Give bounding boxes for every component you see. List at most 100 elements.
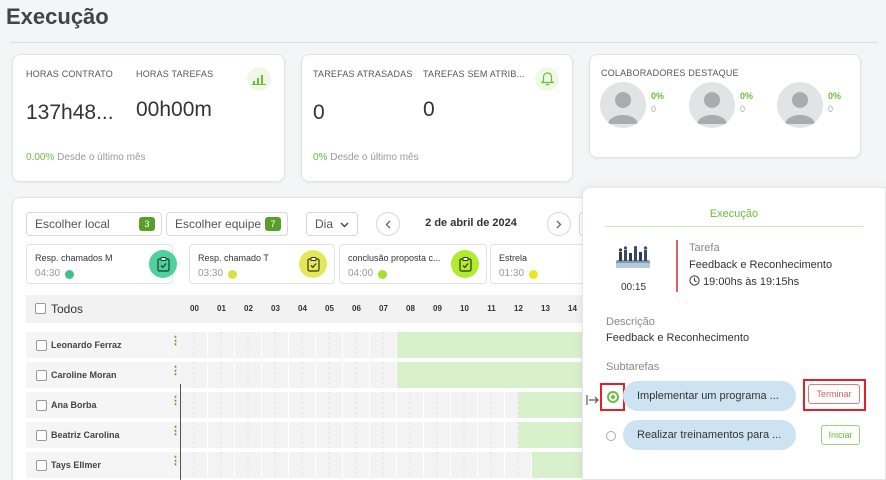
current-date: 2 de abril de 2024 (425, 217, 517, 229)
row-checkbox[interactable] (36, 370, 47, 381)
task-card-dot (65, 270, 74, 279)
timeline-cell (262, 362, 288, 388)
task-card-time: 04:00 (348, 268, 374, 279)
terminate-button[interactable]: Terminar (808, 384, 860, 404)
row-checkbox[interactable] (36, 460, 47, 471)
timeline-cell (424, 392, 450, 418)
team-filter-label: Escolher equipe (175, 217, 262, 231)
prev-date-button[interactable] (376, 212, 400, 236)
timeline-cell (208, 422, 234, 448)
task-name: Feedback e Reconhecimento (689, 259, 833, 271)
hours-change-text: Desde o último mês (57, 152, 146, 163)
clock-icon (689, 275, 700, 286)
timeline-cell (397, 392, 423, 418)
table-row[interactable]: Caroline Moran ⋮ (26, 362, 181, 388)
timeline-cell (370, 332, 396, 358)
bar-chart-icon (247, 67, 271, 91)
subtask-pill[interactable]: Realizar treinamentos para ... (623, 420, 796, 450)
collaborator-count: 0 (740, 104, 746, 114)
timeline-activity-fill[interactable] (397, 332, 612, 358)
hours-contract-label: HORAS CONTRATO (26, 69, 113, 79)
task-card[interactable]: Resp. chamado T 03:30 (189, 244, 335, 284)
hour-label: 13 (541, 304, 550, 313)
description-label: Descrição (606, 316, 655, 328)
collaborator-count: 0 (828, 104, 834, 114)
avatar (689, 82, 735, 128)
timeline-cell (451, 392, 477, 418)
task-label: Tarefa (689, 242, 720, 254)
more-options-icon[interactable]: ⋮ (170, 455, 181, 467)
hour-label: 10 (460, 304, 469, 313)
hour-label: 14 (568, 304, 577, 313)
timeline-cell (208, 362, 234, 388)
table-row[interactable]: Leonardo Ferraz ⋮ (26, 332, 181, 358)
table-row[interactable]: Ana Borba ⋮ (26, 392, 181, 418)
task-time-text: 19:00hs às 19:15hs (703, 276, 800, 288)
timeline-activity-fill[interactable] (397, 362, 612, 388)
more-options-icon[interactable]: ⋮ (170, 425, 181, 437)
local-filter[interactable]: Escolher local 3 (26, 212, 162, 236)
timeline-cell (235, 362, 261, 388)
task-accent-bar (676, 240, 678, 292)
late-tasks-value: 0 (313, 101, 325, 124)
timeline-cell (262, 422, 288, 448)
timeline-cell (424, 422, 450, 448)
timeline-cell (289, 392, 315, 418)
select-all-checkbox[interactable] (35, 303, 46, 314)
hours-header (181, 295, 611, 323)
row-checkbox[interactable] (36, 340, 47, 351)
timeline-cell (370, 392, 396, 418)
next-date-button[interactable] (547, 212, 571, 236)
subtask-radio-active[interactable] (607, 391, 619, 403)
hour-label: 03 (271, 304, 280, 313)
table-row[interactable]: Tays Ellmer ⋮ (26, 452, 181, 478)
start-button[interactable]: Iniciar (821, 425, 860, 445)
row-checkbox[interactable] (36, 430, 47, 441)
timeline-cell (289, 422, 315, 448)
panel-divider (605, 226, 863, 227)
hours-tasks-label: HORAS TAREFAS (136, 69, 214, 79)
row-name: Beatriz Carolina (51, 430, 120, 440)
more-options-icon[interactable]: ⋮ (170, 335, 181, 347)
execution-panel: Execução 00:15 Tarefa Feedback e Reconhe… (582, 187, 886, 480)
timeline-cell (316, 392, 342, 418)
avatar (600, 82, 646, 128)
row-name: Caroline Moran (51, 370, 117, 380)
collaborator-pct: 0% (651, 91, 665, 101)
schedule-card: Escolher local 3 Escolher equipe 7 Dia 2… (12, 197, 612, 480)
terminate-button-highlight (803, 379, 866, 411)
select-all-label: Todos (51, 302, 84, 316)
task-card-dot (529, 270, 538, 279)
subtask-radio[interactable] (606, 431, 616, 441)
bell-icon (535, 67, 559, 91)
hours-contract-value: 137h48... (26, 101, 114, 124)
timeline-cell (289, 332, 315, 358)
timeline-cell (208, 392, 234, 418)
timeline-cell (235, 332, 261, 358)
clipboard-check-icon (451, 250, 479, 278)
collaborators-card: COLABORADORES DESTAQUE 0% 0 0% 0 0% 0 (589, 54, 861, 158)
hours-card: HORAS CONTRATO 137h48... HORAS TAREFAS 0… (12, 54, 285, 182)
team-filter[interactable]: Escolher equipe 7 (166, 212, 288, 236)
timeline-cell (181, 362, 207, 388)
chevron-left-icon (385, 220, 391, 228)
task-card[interactable]: conclusão proposta c... 04:00 (339, 244, 487, 284)
subtask-pill[interactable]: Implementar um programa ... (623, 381, 796, 411)
task-card[interactable]: Resp. chamados M 04:30 (26, 244, 177, 284)
more-options-icon[interactable]: ⋮ (170, 395, 181, 407)
table-row[interactable]: Beatriz Carolina ⋮ (26, 422, 181, 448)
hour-label: 11 (487, 304, 496, 313)
task-card-time: 01:30 (499, 268, 525, 279)
hour-label: 04 (298, 304, 307, 313)
tasks-change-pct: 0% (313, 152, 328, 163)
more-options-icon[interactable]: ⋮ (170, 365, 181, 377)
current-time-line (180, 384, 181, 480)
timeline-cell (343, 362, 369, 388)
period-select[interactable]: Dia (306, 212, 358, 236)
timeline-cell (397, 452, 423, 478)
row-checkbox[interactable] (36, 400, 47, 411)
timeline-cell (478, 452, 504, 478)
team-filter-badge: 7 (265, 217, 281, 231)
collapse-arrow-icon[interactable] (586, 393, 600, 405)
timeline-cell (343, 392, 369, 418)
